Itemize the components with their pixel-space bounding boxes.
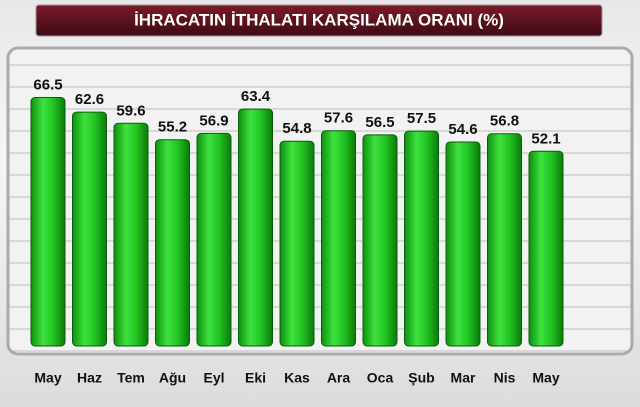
x-tick-label: Şub (408, 370, 434, 386)
x-tick-label: Ağu (159, 370, 186, 386)
value-label: 62.6 (75, 91, 104, 108)
value-label: 52.1 (531, 130, 560, 147)
bar (238, 108, 273, 347)
value-label: 54.8 (282, 120, 311, 137)
value-label: 56.9 (199, 112, 228, 129)
value-label: 66.5 (33, 76, 62, 93)
value-label: 55.2 (158, 119, 187, 136)
bar (528, 150, 564, 347)
value-label: 57.6 (324, 110, 353, 127)
x-tick-label: Kas (284, 370, 310, 386)
x-tick-label: Haz (77, 370, 102, 386)
x-tick-label: Ara (327, 370, 351, 386)
x-tick-label: Eyl (203, 370, 224, 386)
bar (362, 134, 398, 347)
x-tick-label: Nis (494, 370, 516, 386)
bar (113, 122, 149, 347)
title-banner (35, 4, 603, 37)
bar (321, 130, 356, 347)
value-label: 57.5 (407, 110, 436, 127)
bar (404, 130, 439, 347)
bar (72, 111, 107, 347)
x-tick-label: Oca (367, 370, 394, 386)
bar (155, 139, 190, 347)
x-tick-label: May (532, 370, 559, 386)
x-tick-label: Eki (245, 370, 266, 386)
bar (30, 97, 66, 347)
chart-title: İHRACATIN İTHALATI KARŞILAMA ORANI (%) (134, 10, 504, 29)
x-tick-label: Tem (117, 370, 145, 386)
bar (445, 141, 481, 347)
bar (279, 140, 315, 347)
x-tick-label: Mar (451, 370, 476, 386)
bar (196, 132, 232, 347)
value-label: 56.5 (365, 114, 394, 131)
value-label: 59.6 (116, 102, 145, 119)
value-label: 56.8 (490, 113, 519, 130)
value-label: 54.6 (448, 121, 477, 138)
x-tick-label: May (34, 370, 61, 386)
bar (487, 133, 522, 347)
value-label: 63.4 (241, 88, 271, 105)
